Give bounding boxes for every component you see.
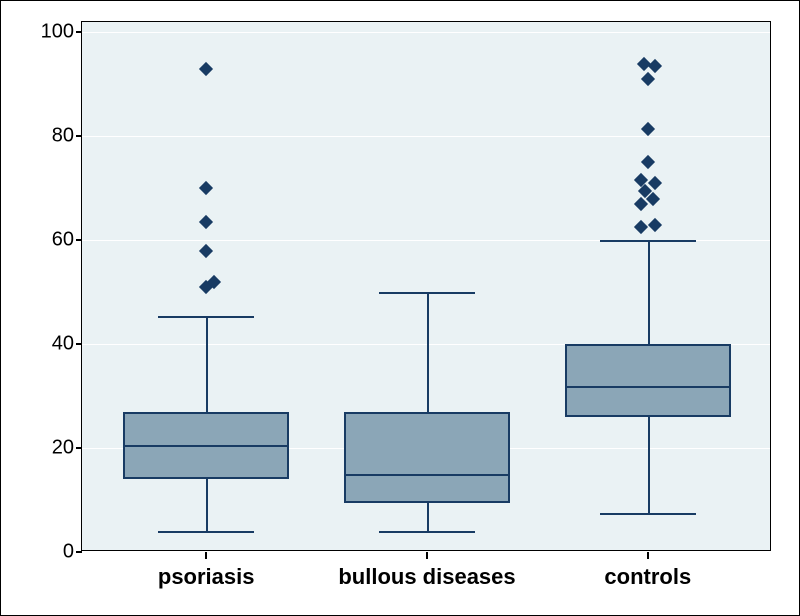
gridline [82, 136, 770, 137]
whisker-upper [648, 240, 650, 344]
x-tick-label: controls [604, 550, 691, 590]
plot-area: 020406080100psoriasisbullous diseasescon… [81, 21, 771, 551]
outlier-marker [199, 181, 213, 195]
y-tick-mark [76, 551, 82, 553]
whisker-cap-upper [600, 240, 697, 242]
whisker-cap-upper [379, 292, 476, 294]
gridline [82, 32, 770, 33]
outlier-marker [199, 244, 213, 258]
outlier-marker [641, 121, 655, 135]
whisker-upper [427, 292, 429, 412]
y-tick-mark [76, 447, 82, 449]
outlier-marker [641, 72, 655, 86]
x-tick-label: psoriasis [158, 550, 255, 590]
whisker-cap-lower [158, 531, 255, 533]
y-tick-mark [76, 343, 82, 345]
outlier-marker [199, 215, 213, 229]
box [565, 344, 731, 417]
median-line [565, 386, 731, 388]
y-tick-mark [76, 31, 82, 33]
x-tick-label: bullous diseases [338, 550, 515, 590]
whisker-lower [206, 479, 208, 531]
chart-container: 020406080100psoriasisbullous diseasescon… [0, 0, 800, 616]
outlier-marker [641, 155, 655, 169]
whisker-upper [206, 316, 208, 412]
box [344, 412, 510, 503]
y-tick-mark [76, 135, 82, 137]
outlier-marker [634, 220, 648, 234]
whisker-lower [648, 417, 650, 513]
outlier-marker [637, 56, 651, 70]
outlier-marker [648, 59, 662, 73]
whisker-cap-lower [379, 531, 476, 533]
whisker-cap-upper [158, 316, 255, 318]
y-tick-mark [76, 239, 82, 241]
whisker-lower [427, 503, 429, 532]
median-line [123, 445, 289, 447]
median-line [344, 474, 510, 476]
outlier-marker [648, 218, 662, 232]
outlier-marker [199, 62, 213, 76]
whisker-cap-lower [600, 513, 697, 515]
